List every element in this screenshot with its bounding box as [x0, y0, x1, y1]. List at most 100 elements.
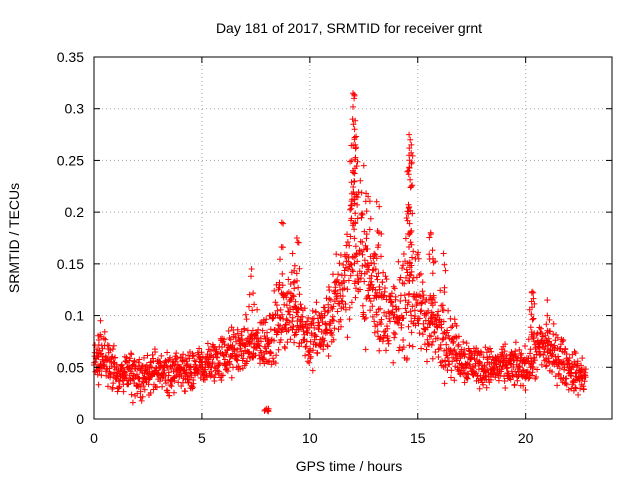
data-point [402, 305, 409, 312]
data-point [338, 297, 345, 304]
data-point [127, 355, 133, 362]
data-point [416, 315, 423, 322]
data-point [216, 360, 223, 366]
data-point [512, 348, 519, 355]
data-point [289, 250, 296, 257]
data-point [366, 285, 373, 292]
data-point [262, 319, 269, 326]
data-point [347, 217, 354, 224]
data-point [406, 165, 413, 171]
data-point [365, 292, 372, 299]
data-point [128, 351, 135, 358]
data-point [325, 353, 332, 359]
data-point [406, 272, 413, 279]
data-point [366, 226, 373, 233]
data-point [424, 340, 431, 347]
data-point [333, 251, 340, 258]
data-point [95, 332, 102, 339]
data-point [228, 374, 235, 381]
data-point [352, 219, 359, 226]
data-point [255, 326, 262, 333]
data-point [326, 287, 333, 294]
data-point [290, 323, 297, 330]
data-point [441, 289, 448, 296]
data-point [578, 362, 585, 369]
data-point [548, 353, 555, 359]
data-point [266, 357, 273, 364]
data-point [189, 353, 196, 360]
data-point [419, 299, 426, 306]
data-point [148, 364, 155, 371]
data-point [352, 253, 359, 260]
data-point [453, 322, 460, 329]
data-point [178, 383, 185, 390]
data-point [335, 279, 342, 286]
data-point [315, 326, 322, 333]
data-point [190, 380, 197, 387]
data-point [310, 347, 317, 354]
data-point [330, 336, 337, 343]
data-point [357, 286, 363, 293]
data-point [435, 354, 442, 360]
data-point [404, 355, 411, 362]
y-tick-label: 0.1 [65, 308, 85, 324]
data-point [429, 355, 436, 362]
data-point [259, 327, 266, 334]
data-point [364, 269, 370, 275]
data-point [214, 367, 221, 374]
data-point [283, 302, 290, 309]
data-point [441, 380, 448, 387]
data-point [405, 323, 412, 330]
data-point [221, 341, 228, 348]
data-point [231, 345, 238, 352]
data-point [214, 354, 221, 361]
data-point [344, 334, 351, 341]
data-point [131, 357, 138, 364]
data-point [464, 375, 471, 382]
data-point [566, 355, 573, 361]
data-point [420, 292, 427, 299]
data-point [537, 351, 544, 358]
data-point [512, 339, 519, 346]
data-point [353, 193, 360, 200]
data-point [439, 336, 446, 343]
data-point [129, 362, 136, 369]
data-point [271, 287, 278, 294]
data-point [544, 297, 551, 304]
data-point [473, 345, 480, 352]
data-point [441, 261, 448, 268]
data-point [118, 361, 125, 368]
data-point [294, 239, 301, 246]
data-point [541, 348, 548, 355]
data-point [419, 288, 426, 295]
data-point [284, 339, 291, 346]
data-point [499, 351, 506, 358]
data-point [487, 345, 493, 352]
data-point [371, 318, 378, 325]
data-point [348, 299, 355, 306]
data-point [196, 345, 203, 352]
data-point [195, 367, 202, 374]
data-point [347, 206, 354, 213]
data-point [351, 126, 358, 133]
data-point [327, 320, 334, 327]
data-point [395, 347, 402, 354]
data-point [516, 364, 523, 371]
data-point [514, 377, 521, 384]
data-point [573, 363, 580, 370]
data-point [249, 307, 256, 314]
data-point [502, 385, 509, 391]
data-point [426, 341, 433, 348]
data-point [487, 376, 494, 383]
data-point [454, 364, 461, 371]
data-point [509, 372, 516, 379]
data-point [409, 303, 416, 310]
data-point [395, 320, 402, 327]
data-point [399, 265, 406, 272]
data-point [166, 392, 173, 399]
data-point [409, 254, 415, 261]
data-point [294, 309, 300, 316]
data-point [391, 285, 398, 292]
data-point [279, 311, 285, 318]
data-point [268, 350, 275, 357]
